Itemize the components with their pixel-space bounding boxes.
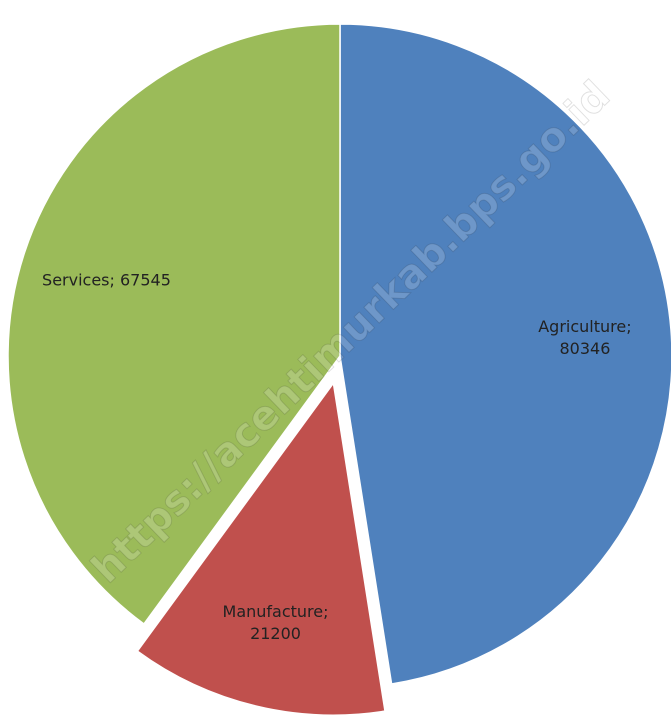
pie-slice-agriculture	[339, 23, 671, 685]
pie-slices	[7, 23, 671, 716]
data-label-agriculture: Agriculture; 80346	[538, 317, 631, 358]
pie-slice-manufacture	[136, 381, 386, 716]
data-label-services: Services; 67545	[42, 271, 171, 290]
data-label-manufacture: Manufacture; 21200	[223, 602, 329, 643]
data-labels: Agriculture; 80346 Manufacture; 21200 Servic…	[42, 271, 632, 643]
pie-slice-services	[7, 23, 341, 625]
